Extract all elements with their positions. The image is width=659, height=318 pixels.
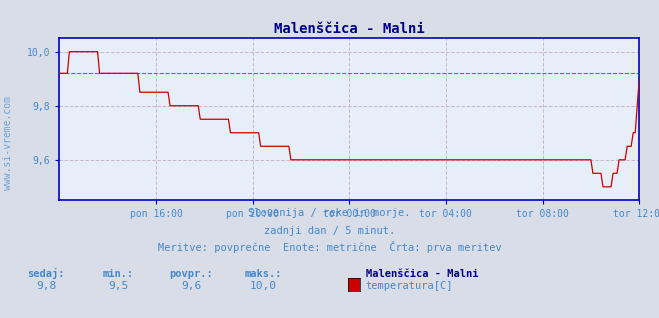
Text: Malenščica - Malni: Malenščica - Malni (366, 269, 478, 279)
Text: maks.:: maks.: (245, 269, 282, 279)
Text: 10,0: 10,0 (250, 281, 277, 291)
Title: Malenščica - Malni: Malenščica - Malni (274, 22, 424, 36)
Text: Slovenija / reke in morje.: Slovenija / reke in morje. (248, 208, 411, 218)
Text: Meritve: povprečne  Enote: metrične  Črta: prva meritev: Meritve: povprečne Enote: metrične Črta:… (158, 241, 501, 253)
Text: zadnji dan / 5 minut.: zadnji dan / 5 minut. (264, 226, 395, 236)
Text: 9,6: 9,6 (181, 281, 201, 291)
Text: www.si-vreme.com: www.si-vreme.com (3, 96, 13, 190)
Text: 9,5: 9,5 (109, 281, 129, 291)
Text: 9,8: 9,8 (36, 281, 56, 291)
Text: min.:: min.: (103, 269, 134, 279)
Text: povpr.:: povpr.: (169, 269, 213, 279)
Text: sedaj:: sedaj: (28, 268, 65, 279)
Text: temperatura[C]: temperatura[C] (366, 281, 453, 291)
